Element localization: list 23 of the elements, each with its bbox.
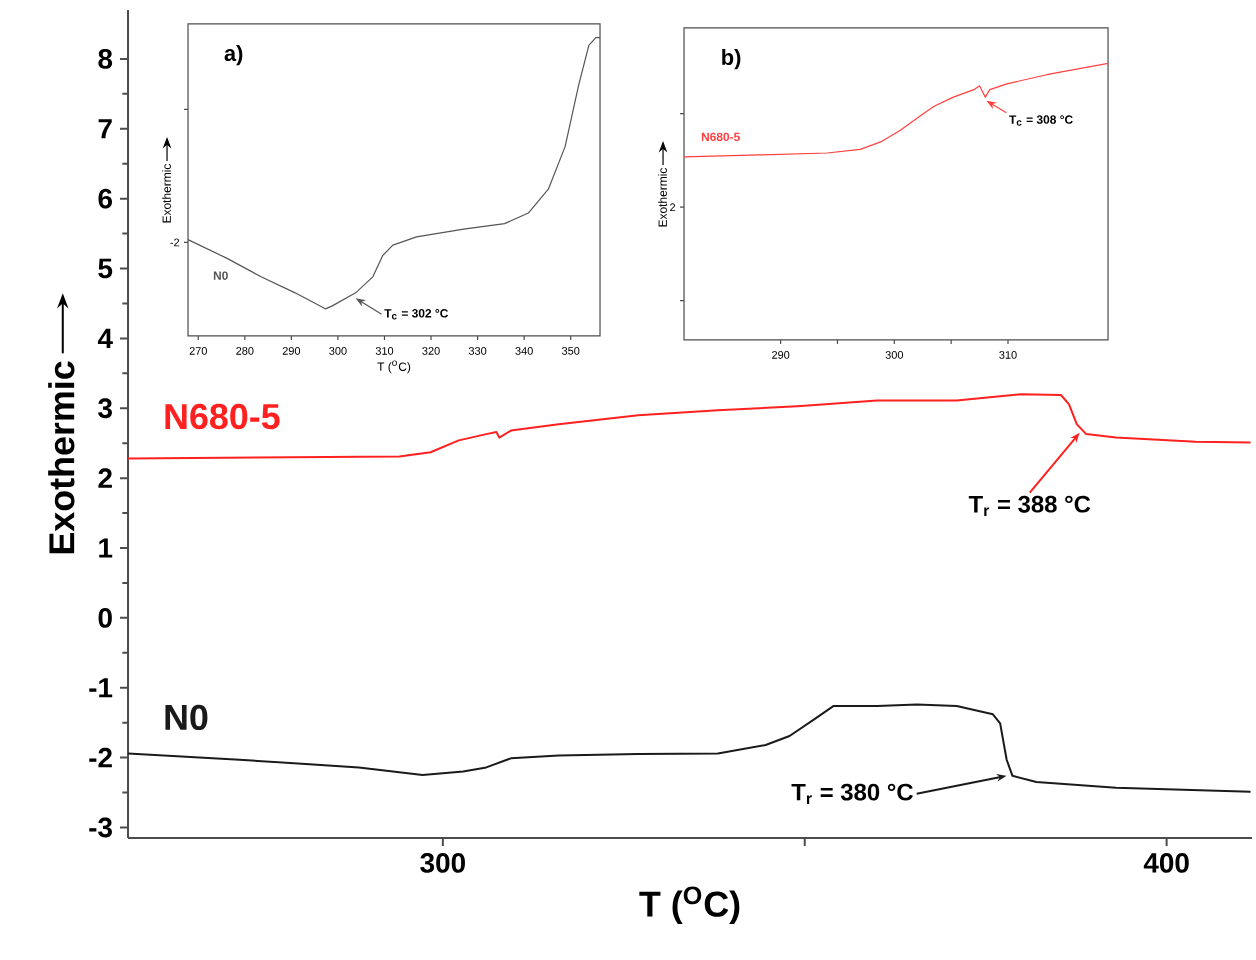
x-axis-title: T ($^{O}$C): [639, 886, 740, 924]
series-label: N0: [165, 704, 208, 731]
y-tick-label: 4: [97, 328, 113, 348]
y-tick-label: 7: [98, 119, 112, 139]
y-tick-label: 2: [98, 468, 112, 488]
y-tick-label: 3: [98, 398, 112, 419]
annotation: T$_{r}$ = 380 °C: [791, 783, 913, 804]
y-tick-label: 6: [98, 188, 112, 209]
x-tick-label: 400: [1143, 852, 1189, 873]
y-tick-label: 8: [98, 48, 113, 69]
y-axis-title: Exothermic: [48, 361, 75, 554]
chart-title: b): [722, 48, 741, 70]
x-tick-label: 300: [420, 852, 465, 873]
y-tick-label: -3: [89, 817, 112, 838]
y-tick-label: -1: [89, 678, 113, 698]
y-tick-label: -2: [89, 747, 112, 768]
line-series: [127, 393, 1252, 460]
chart-title: a): [224, 44, 243, 66]
y-tick-label: 1: [99, 538, 113, 558]
y-tick-label: 0: [98, 607, 112, 628]
y-tick-label: 5: [98, 258, 113, 279]
series-label: N680-5: [165, 403, 280, 430]
annotation: T$_{r}$ = 388 °C: [968, 495, 1091, 516]
